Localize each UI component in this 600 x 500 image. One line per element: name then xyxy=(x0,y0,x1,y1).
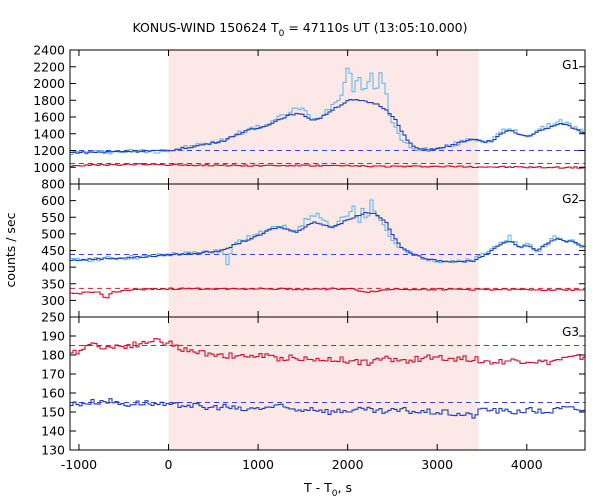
y-tick-label: 400 xyxy=(41,260,65,275)
y-tick-label: 130 xyxy=(41,443,65,458)
chart-title-text: KONUS-WIND 150624 T0 = 47110s UT (13:05:… xyxy=(132,20,467,39)
x-tick-label: 3000 xyxy=(421,457,453,472)
shaded-interval xyxy=(168,184,479,317)
x-tick-label: 1000 xyxy=(242,457,274,472)
y-tick-label: 500 xyxy=(41,226,65,241)
x-axis-title-suffix: , s xyxy=(338,480,352,495)
y-tick-label: 1400 xyxy=(33,126,65,141)
series-mid-channel-line xyxy=(70,287,585,299)
y-tick-label: 350 xyxy=(41,276,65,291)
title-prefix: KONUS-WIND 150624 T xyxy=(132,20,278,35)
panel-label: G3 xyxy=(562,325,579,339)
y-tick-label: 1800 xyxy=(33,93,65,108)
y-tick-label: 250 xyxy=(41,310,65,325)
y-tick-label: 300 xyxy=(41,293,65,308)
x-tick-label: 4000 xyxy=(511,457,543,472)
series-low-channel-line xyxy=(70,398,585,419)
y-tick-label: 170 xyxy=(41,367,65,382)
x-tick-label: -1000 xyxy=(61,457,97,472)
y-tick-label: 1600 xyxy=(33,110,65,125)
panels: 80010001200140016001800200022002400G1250… xyxy=(33,43,586,458)
y-tick-label: 180 xyxy=(41,348,65,363)
title-suffix: = 47110s UT (13:05:10.000) xyxy=(284,20,467,35)
y-tick-label: 550 xyxy=(41,210,65,225)
y-tick-label: 1200 xyxy=(33,143,65,158)
y-tick-label: 2400 xyxy=(33,43,65,58)
x-axis-title-subscript: 0 xyxy=(332,489,338,499)
series-low-channel-line xyxy=(70,211,585,263)
plot-area xyxy=(70,67,585,169)
series-high-channel-line xyxy=(70,67,585,156)
x-tick-label: 2000 xyxy=(332,457,364,472)
y-tick-label: 140 xyxy=(41,424,65,439)
y-tick-label: 600 xyxy=(41,193,65,208)
y-tick-label: 160 xyxy=(41,386,65,401)
series-mid-channel-line xyxy=(70,337,585,366)
y-axis-title: counts / sec xyxy=(3,212,18,287)
title-subscript: 0 xyxy=(279,29,285,39)
series-mid-channel-line xyxy=(70,163,585,169)
panel-frame xyxy=(69,316,586,451)
plot-area xyxy=(70,199,585,299)
y-axis-title-text: counts / sec xyxy=(3,212,18,287)
x-axis-title-prefix: T - T xyxy=(303,480,332,495)
y-tick-label: 450 xyxy=(41,243,65,258)
panel-label: G1 xyxy=(562,58,579,72)
y-tick-label: 1000 xyxy=(33,160,65,175)
series-low-channel-line xyxy=(70,99,585,154)
x-tick-label: 0 xyxy=(165,457,173,472)
shaded-interval xyxy=(168,50,479,184)
y-tick-label: 2200 xyxy=(33,59,65,74)
y-tick-label: 190 xyxy=(41,329,65,344)
y-tick-label: 2000 xyxy=(33,76,65,91)
panel-g3: 130 140 150 160 170 180 190 G3 xyxy=(41,316,586,458)
y-tick-label: 150 xyxy=(41,405,65,420)
x-axis-title: T - T0, s xyxy=(303,480,352,499)
panel-label: G2 xyxy=(562,192,579,206)
shaded-interval xyxy=(168,317,479,450)
y-tick-label: 800 xyxy=(41,177,65,192)
chart-title: KONUS-WIND 150624 T0 = 47110s UT (13:05:… xyxy=(132,20,467,39)
plot-area xyxy=(70,337,585,419)
